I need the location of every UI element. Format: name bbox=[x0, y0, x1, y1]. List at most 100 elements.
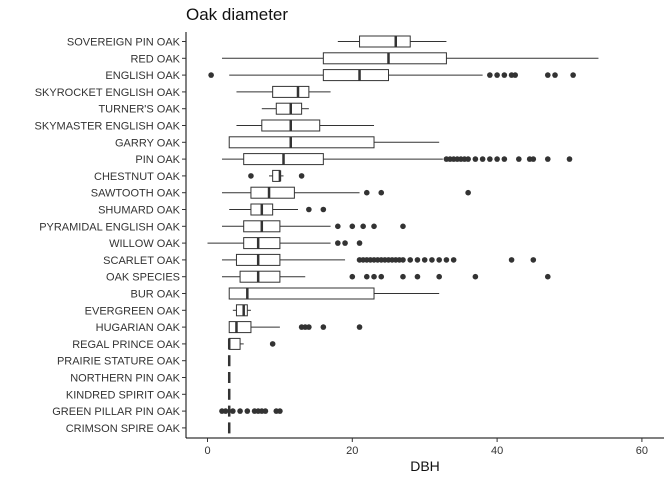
outlier-point bbox=[421, 257, 428, 263]
chart-title: Oak diameter bbox=[186, 5, 288, 24]
box bbox=[250, 186, 295, 199]
outlier-point bbox=[363, 189, 370, 196]
outlier-point bbox=[479, 156, 486, 162]
box bbox=[275, 102, 303, 115]
outlier-point bbox=[472, 156, 479, 162]
box bbox=[243, 237, 281, 250]
outlier-point bbox=[349, 223, 356, 230]
outlier-point bbox=[335, 223, 341, 230]
x-tick-label: 20 bbox=[346, 445, 358, 457]
outlier-point bbox=[222, 408, 229, 414]
outlier-point bbox=[494, 156, 500, 162]
y-tick-label: EVERGREEN OAK bbox=[85, 305, 181, 317]
plot-area: 0 20 40 60 SOVEREIGN PIN OAK RED OAK ENGLISH O… bbox=[35, 32, 664, 457]
outlier-point bbox=[530, 257, 537, 263]
outlier-point bbox=[544, 273, 551, 280]
outlier-point bbox=[516, 156, 522, 162]
outlier-point bbox=[552, 72, 558, 78]
outlier-point bbox=[269, 341, 276, 347]
y-tick-label: REGAL PRINCE OAK bbox=[72, 339, 180, 351]
outlier-point bbox=[472, 273, 479, 280]
outlier-point bbox=[544, 156, 551, 162]
outlier-point bbox=[378, 189, 385, 196]
outlier-point bbox=[244, 408, 251, 414]
box bbox=[322, 52, 447, 65]
y-tick-label: NORTHERN PIN OAK bbox=[70, 373, 180, 385]
y-tick-label: PIN OAK bbox=[135, 154, 180, 166]
outlier-point bbox=[414, 273, 421, 280]
outlier-point bbox=[494, 72, 500, 78]
y-tick-label: SKYROCKET ENGLISH OAK bbox=[35, 87, 181, 99]
outlier-point bbox=[400, 273, 406, 280]
outlier-point bbox=[465, 156, 471, 162]
box bbox=[272, 85, 310, 98]
outlier-point bbox=[298, 173, 305, 179]
outlier-point bbox=[544, 72, 551, 78]
x-tick-label: 60 bbox=[636, 445, 648, 457]
outlier-point bbox=[262, 408, 269, 414]
outlier-point bbox=[487, 156, 493, 162]
outlier-point bbox=[248, 173, 254, 179]
box bbox=[359, 35, 411, 48]
outlier-point bbox=[570, 72, 576, 78]
outlier-point bbox=[371, 273, 377, 280]
y-tick-label: HUGARIAN OAK bbox=[96, 322, 181, 334]
y-tick-label: CHESTNUT OAK bbox=[94, 171, 181, 183]
outlier-point bbox=[371, 223, 377, 230]
y-tick-label: GARRY OAK bbox=[115, 137, 181, 149]
outlier-point bbox=[429, 257, 435, 263]
y-tick-label: RED OAK bbox=[130, 53, 180, 65]
x-axis-title: DBH bbox=[410, 458, 440, 474]
y-tick-label: ENGLISH OAK bbox=[105, 70, 180, 82]
y-tick-label: GREEN PILLAR PIN OAK bbox=[52, 406, 180, 418]
y-tick-label: PYRAMIDAL ENGLISH OAK bbox=[39, 221, 180, 233]
y-tick-label: OAK SPECIES bbox=[106, 272, 180, 284]
outlier-point bbox=[360, 223, 366, 230]
box bbox=[228, 136, 375, 149]
y-tick-label: WILLOW OAK bbox=[109, 238, 181, 250]
y-tick-label: SCARLET OAK bbox=[103, 255, 180, 267]
y-tick-label: SOVEREIGN PIN OAK bbox=[67, 37, 181, 49]
box bbox=[235, 304, 248, 317]
outlier-point bbox=[530, 156, 537, 162]
y-tick-label: KINDRED SPIRIT OAK bbox=[66, 389, 181, 401]
y-tick-label: CRIMSON SPIRE OAK bbox=[66, 423, 181, 435]
box bbox=[322, 69, 389, 82]
outlier-point bbox=[407, 257, 414, 263]
y-tick-label: PRAIRIE STATURE OAK bbox=[57, 356, 181, 368]
box bbox=[228, 337, 241, 350]
outlier-point bbox=[566, 156, 573, 162]
outlier-point bbox=[277, 408, 283, 414]
box bbox=[228, 287, 375, 300]
outlier-point bbox=[208, 72, 214, 78]
outlier-point bbox=[465, 189, 471, 196]
outlier-point bbox=[356, 240, 363, 246]
outlier-point bbox=[487, 72, 493, 78]
outlier-point bbox=[436, 273, 442, 280]
x-tick-label: 40 bbox=[491, 445, 503, 457]
box bbox=[239, 270, 281, 283]
outlier-point bbox=[400, 223, 406, 230]
outlier-point bbox=[356, 324, 363, 330]
outlier-point bbox=[414, 257, 421, 263]
outlier-point bbox=[320, 324, 327, 330]
x-tick-label: 0 bbox=[204, 445, 210, 457]
outlier-point bbox=[508, 257, 515, 263]
y-tick-label: SKYMASTER ENGLISH OAK bbox=[35, 121, 181, 133]
outlier-point bbox=[306, 206, 312, 213]
outlier-point bbox=[443, 257, 450, 263]
y-tick-label: BUR OAK bbox=[130, 289, 180, 301]
outlier-point bbox=[363, 273, 370, 280]
outlier-point bbox=[335, 240, 341, 246]
outlier-point bbox=[349, 273, 356, 280]
outlier-point bbox=[306, 324, 312, 330]
outlier-point bbox=[501, 156, 508, 162]
outlier-point bbox=[342, 240, 348, 246]
y-tick-label: SAWTOOTH OAK bbox=[91, 188, 181, 200]
outlier-point bbox=[501, 72, 508, 78]
y-tick-label: TURNER'S OAK bbox=[98, 104, 180, 116]
outlier-point bbox=[230, 408, 236, 414]
y-tick-label: SHUMARD OAK bbox=[98, 205, 181, 217]
outlier-point bbox=[450, 257, 457, 263]
